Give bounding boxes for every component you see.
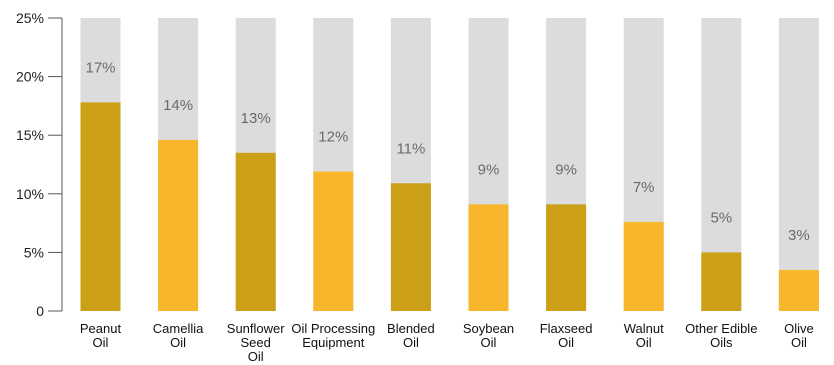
category-label-line: Oil xyxy=(791,335,807,350)
category-label: Walnut Oil xyxy=(624,321,664,350)
y-axis: 0 5% 10% 15% 20% 25% xyxy=(16,10,63,319)
y-tick-label: 10% xyxy=(16,186,44,202)
category-label-line: Oil xyxy=(248,349,264,364)
data-label: 14% xyxy=(163,97,193,114)
category-label-line: Walnut xyxy=(624,321,664,336)
category-label-line: Soybean xyxy=(463,321,514,336)
category-label-line: Camellia xyxy=(153,321,204,336)
bar-track xyxy=(778,18,819,311)
y-tick-label: 20% xyxy=(16,69,44,85)
data-label: 9% xyxy=(555,161,577,178)
category-label: Blended Oil xyxy=(387,321,435,350)
y-tick-label: 25% xyxy=(16,10,44,26)
category-label-line: Other Edible xyxy=(685,321,757,336)
category-label: Camellia Oil xyxy=(153,321,204,350)
data-label: 9% xyxy=(478,161,500,178)
category-label-line: Oils xyxy=(710,335,733,350)
y-tick-label: 15% xyxy=(16,127,44,143)
category-label-line: Oil Processing xyxy=(291,321,375,336)
category-label: Other Edible Oils xyxy=(685,321,757,350)
category-label: Peanut Oil xyxy=(80,321,122,350)
data-label: 17% xyxy=(85,59,115,76)
data-labels: 17% 14% 13% 12% 11% 9% 9% 7% 5% 3% xyxy=(85,59,809,244)
bar xyxy=(313,171,354,311)
category-label-line: Oil xyxy=(558,335,574,350)
bar xyxy=(546,204,587,311)
bar xyxy=(468,204,509,311)
y-tick-label: 0 xyxy=(36,303,44,319)
category-label-line: Oil xyxy=(636,335,652,350)
category-label: Soybean Oil xyxy=(463,321,514,350)
category-label-line: Olive xyxy=(784,321,814,336)
bars xyxy=(80,18,819,311)
bar xyxy=(701,252,742,311)
category-label-line: Equipment xyxy=(302,335,365,350)
category-label-line: Flaxseed xyxy=(540,321,593,336)
y-tick-label: 5% xyxy=(24,244,44,260)
bar xyxy=(158,139,199,311)
category-label-line: Blended xyxy=(387,321,435,336)
data-label: 11% xyxy=(396,140,425,157)
data-label: 5% xyxy=(710,209,732,226)
category-label: Oil Processing Equipment xyxy=(291,321,375,350)
data-label: 12% xyxy=(318,129,348,146)
bar xyxy=(80,102,121,311)
bar xyxy=(390,183,431,311)
category-label-line: Oil xyxy=(93,335,109,350)
category-label-line: Sunflower xyxy=(227,321,285,336)
bar xyxy=(778,269,819,311)
bar xyxy=(623,221,664,311)
data-label: 3% xyxy=(788,227,810,244)
category-label-line: Peanut xyxy=(80,321,122,336)
category-label-line: Oil xyxy=(170,335,186,350)
category-label: Sunflower Seed Oil xyxy=(227,321,285,364)
category-label: Flaxseed Oil xyxy=(540,321,593,350)
category-label: Olive Oil xyxy=(784,321,814,350)
category-label-line: Oil xyxy=(481,335,497,350)
data-label: 7% xyxy=(633,179,655,196)
data-label: 13% xyxy=(241,110,271,127)
bar xyxy=(235,152,276,311)
category-label-line: Oil xyxy=(403,335,419,350)
category-label-line: Seed xyxy=(241,335,271,350)
